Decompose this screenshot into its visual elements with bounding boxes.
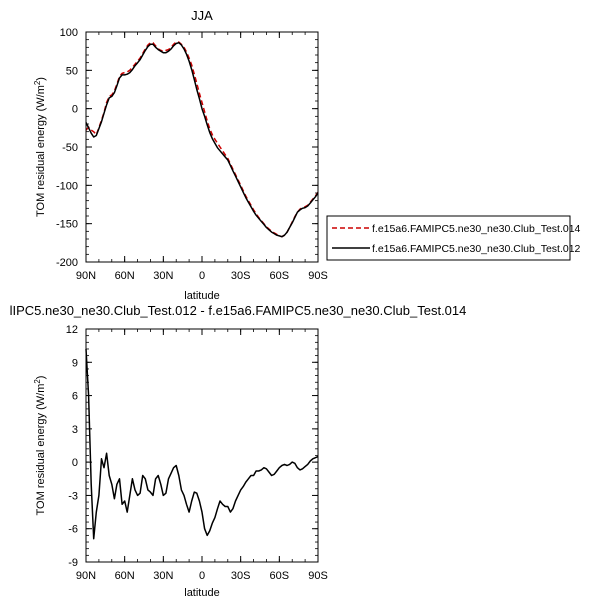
y-tick-label: -3 bbox=[68, 490, 78, 502]
chart-title: JJA bbox=[191, 8, 213, 23]
x-tick-label: 30S bbox=[231, 570, 251, 582]
x-tick-label: 90N bbox=[76, 570, 96, 582]
x-tick-label: 60S bbox=[270, 270, 290, 282]
y-tick-label: 50 bbox=[66, 65, 78, 77]
x-tick-label: 60N bbox=[115, 270, 135, 282]
x-tick-label: 60N bbox=[115, 570, 135, 582]
x-tick-label: 90S bbox=[308, 270, 328, 282]
legend-label-0: f.e15a6.FAMIPC5.ne30_ne30.Club_Test.014 bbox=[372, 223, 581, 235]
y-axis-label: TOM residual energy (W/m2) bbox=[33, 77, 48, 217]
x-tick-label: 30N bbox=[153, 270, 173, 282]
series-line-0 bbox=[85, 41, 319, 238]
y-axis-label: TOM residual energy (W/m2) bbox=[33, 376, 48, 516]
legend-box bbox=[326, 215, 571, 261]
y-tick-label: -150 bbox=[56, 219, 78, 231]
y-tick-label: -50 bbox=[62, 142, 78, 154]
y-tick-label: 0 bbox=[72, 104, 78, 116]
plot-frame bbox=[85, 328, 319, 563]
y-tick-label: 3 bbox=[72, 424, 78, 436]
y-tick-label: 0 bbox=[72, 457, 78, 469]
y-tick-label: 100 bbox=[60, 27, 78, 39]
y-tick-label: 12 bbox=[66, 324, 78, 336]
x-axis-label: latitude bbox=[184, 587, 219, 599]
chart-title: lIPC5.ne30_ne30.Club_Test.012 - f.e15a6.… bbox=[10, 303, 467, 318]
series-line-1 bbox=[85, 41, 319, 238]
y-tick-label: 6 bbox=[72, 391, 78, 403]
x-axis-label: latitude bbox=[184, 290, 219, 302]
top-chart: JJA 90N 60N 30N 0 30S 60S 90S 100 50 0 -50 -100 -150 -… bbox=[33, 8, 581, 302]
legend-label-1: f.e15a6.FAMIPC5.ne30_ne30.Club_Test.012 bbox=[372, 243, 581, 255]
series-line-0 bbox=[85, 348, 319, 540]
x-tick-label: 60S bbox=[270, 570, 290, 582]
x-tick-label: 90N bbox=[76, 270, 96, 282]
y-tick-label: -100 bbox=[56, 180, 78, 192]
y-tick-label: 9 bbox=[72, 357, 78, 369]
x-tick-label: 30S bbox=[231, 270, 251, 282]
x-tick-label: 0 bbox=[199, 570, 205, 582]
legend: f.e15a6.FAMIPC5.ne30_ne30.Club_Test.014f… bbox=[326, 215, 581, 261]
y-tick-label: -200 bbox=[56, 257, 78, 269]
y-tick-label: -9 bbox=[68, 557, 78, 569]
x-tick-label: 0 bbox=[199, 270, 205, 282]
y-tick-label: -6 bbox=[68, 524, 78, 536]
bottom-chart: lIPC5.ne30_ne30.Club_Test.012 - f.e15a6.… bbox=[10, 303, 467, 599]
x-tick-label: 30N bbox=[153, 570, 173, 582]
plot-frame bbox=[85, 31, 319, 263]
x-tick-label: 90S bbox=[308, 570, 328, 582]
